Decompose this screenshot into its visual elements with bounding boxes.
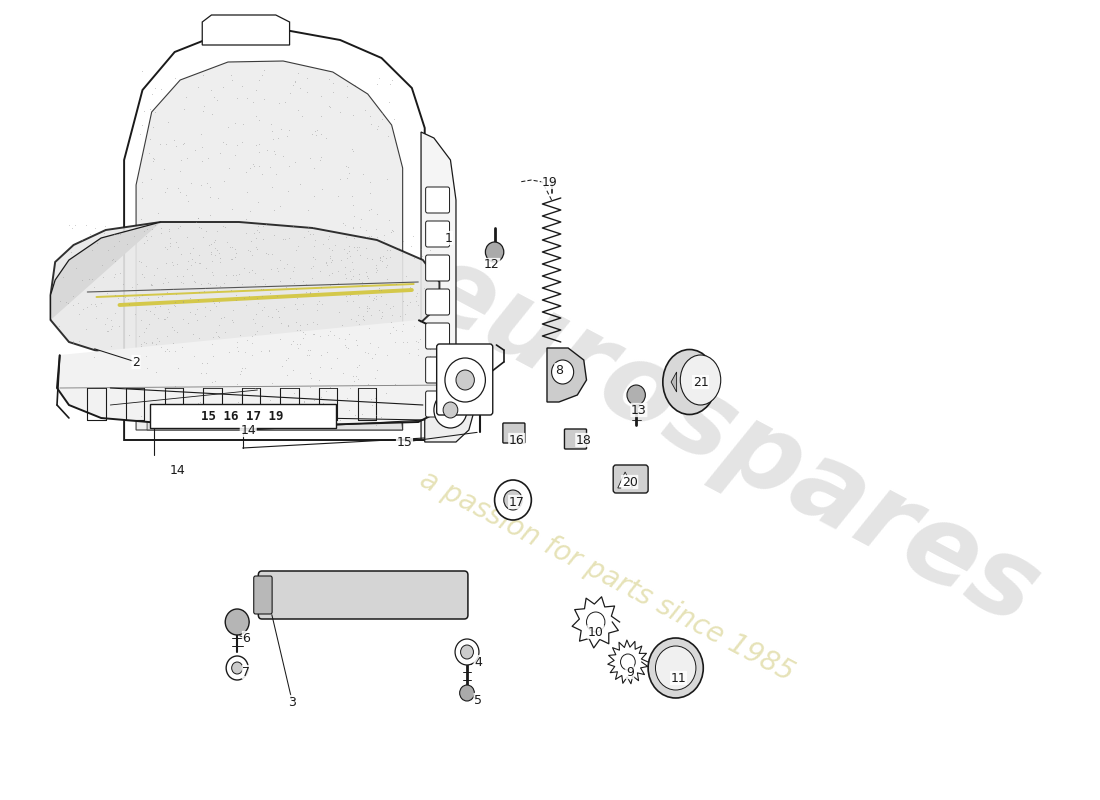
Text: 2: 2 <box>132 355 140 369</box>
Circle shape <box>551 360 574 384</box>
FancyBboxPatch shape <box>254 576 272 614</box>
Circle shape <box>444 358 485 402</box>
FancyBboxPatch shape <box>426 255 450 281</box>
Circle shape <box>485 242 504 262</box>
Text: 1: 1 <box>444 231 452 245</box>
Text: 14: 14 <box>240 423 256 437</box>
Text: 11: 11 <box>671 671 686 685</box>
FancyBboxPatch shape <box>426 357 450 383</box>
FancyBboxPatch shape <box>150 404 336 428</box>
FancyBboxPatch shape <box>613 465 648 493</box>
Text: 6: 6 <box>242 631 251 645</box>
Circle shape <box>227 656 249 680</box>
Text: 13: 13 <box>631 403 647 417</box>
Text: 3: 3 <box>288 695 296 709</box>
Circle shape <box>495 480 531 520</box>
Polygon shape <box>202 15 289 45</box>
Polygon shape <box>421 132 456 440</box>
Text: 15: 15 <box>397 435 412 449</box>
Circle shape <box>460 685 474 701</box>
Circle shape <box>504 490 522 510</box>
Text: 7: 7 <box>242 666 251 678</box>
Text: 16: 16 <box>509 434 525 446</box>
Text: 12: 12 <box>484 258 499 271</box>
Text: a passion for parts since 1985: a passion for parts since 1985 <box>415 465 799 687</box>
Circle shape <box>226 609 249 635</box>
Circle shape <box>455 639 478 665</box>
Circle shape <box>586 612 605 632</box>
Polygon shape <box>618 472 632 488</box>
Polygon shape <box>136 61 403 430</box>
Text: 19: 19 <box>542 175 558 189</box>
Circle shape <box>620 654 635 670</box>
Text: 4: 4 <box>474 655 482 669</box>
Circle shape <box>627 385 646 405</box>
Text: eurospares: eurospares <box>400 232 1056 648</box>
Text: 15 16 17 19: 15 16 17 19 <box>201 410 284 422</box>
Circle shape <box>433 392 468 428</box>
FancyBboxPatch shape <box>426 289 450 315</box>
Circle shape <box>648 638 703 698</box>
FancyBboxPatch shape <box>426 391 450 417</box>
Text: 14: 14 <box>169 463 185 477</box>
Text: 5: 5 <box>474 694 482 706</box>
Circle shape <box>232 662 243 674</box>
Text: 8: 8 <box>554 363 563 377</box>
Polygon shape <box>51 222 439 362</box>
FancyBboxPatch shape <box>503 423 525 443</box>
FancyBboxPatch shape <box>426 187 450 213</box>
FancyBboxPatch shape <box>437 344 493 415</box>
Polygon shape <box>671 372 676 392</box>
Text: 10: 10 <box>587 626 604 638</box>
FancyBboxPatch shape <box>258 571 468 619</box>
Circle shape <box>456 370 474 390</box>
Circle shape <box>461 645 473 659</box>
Text: 18: 18 <box>575 434 592 446</box>
Ellipse shape <box>663 350 716 414</box>
Polygon shape <box>124 30 425 440</box>
FancyBboxPatch shape <box>564 429 586 449</box>
Ellipse shape <box>680 355 720 405</box>
Polygon shape <box>425 382 474 442</box>
FancyBboxPatch shape <box>426 323 450 349</box>
Circle shape <box>443 402 458 418</box>
Polygon shape <box>51 222 161 320</box>
FancyBboxPatch shape <box>426 221 450 247</box>
Polygon shape <box>547 348 586 402</box>
Polygon shape <box>57 320 455 425</box>
Text: 9: 9 <box>626 666 634 678</box>
Text: 21: 21 <box>693 375 708 389</box>
Text: 17: 17 <box>508 495 525 509</box>
Text: 20: 20 <box>621 475 638 489</box>
Polygon shape <box>147 345 403 430</box>
Circle shape <box>656 646 696 690</box>
